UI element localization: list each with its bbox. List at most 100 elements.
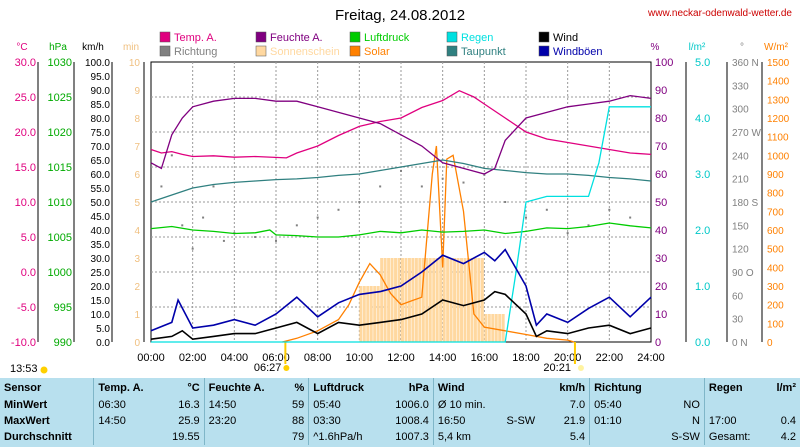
direction-point [316,216,319,219]
header-humidity-unit: % [294,381,305,394]
sunshine-bar [449,258,453,342]
direction-axis-tick: 30 [732,315,744,326]
direction-point [483,173,486,176]
direction-point [608,208,611,211]
header-direction: Richtung [589,378,659,397]
humidity-axis-tick: 70 [655,141,667,153]
header-rain: Regen [703,378,766,397]
direction-value: S-SW [671,431,700,443]
legend-swatch [538,45,550,57]
pressure-line [150,222,652,238]
sunshine-axis-tick: 9 [134,86,140,97]
website-link[interactable]: www.neckar-odenwald-wetter.de [647,8,792,19]
pressure-axis-tick: 1010 [48,197,72,209]
sunshine-bar [366,286,370,342]
solar-axis-tick: 0 [767,338,773,349]
wind-run: 5,4 km [432,429,503,445]
direction-axis-tick: 360 N [732,58,759,69]
solar-axis-tick: 500 [767,245,784,256]
direction-value: NO [683,399,700,411]
stats-row-average: Durchschnitt 19.55 79 ^1.6hPa/h 1007.3 5… [0,429,800,445]
temp-axis-tick: 20.0 [15,127,36,139]
humidity-value: 79 [292,431,305,443]
direction-point [254,236,257,238]
sunshine-bar [473,258,477,342]
header-wind: Wind [432,378,503,397]
wind-value: 7.0 [569,399,586,411]
humidity-axis-tick: 40 [655,225,667,237]
sunshine-bar [387,258,391,342]
wind-axis-tick: 20.0 [91,282,111,293]
sunshine-bar [373,286,377,342]
rain-time [703,397,766,413]
x-axis-tick: 02:00 [179,352,207,364]
pressure-time: 05:40 [308,397,382,413]
humidity-time: 14:50 [203,397,284,413]
humidity-value: 59 [292,399,305,411]
legend-swatch [446,45,458,57]
wind-axis-tick: 5.0 [96,324,110,335]
solar-axis-tick: 900 [767,170,784,181]
rain-line [151,106,651,343]
sunshine-bar [421,258,425,342]
pressure-axis-tick: 1005 [48,232,72,244]
rain-axis-tick: 3.0 [695,169,710,181]
sunshine-bar [407,258,411,342]
sun-icon [283,365,290,371]
humidity-axis-tick: 80 [655,113,667,125]
solar-axis-tick: 1500 [767,58,790,69]
x-axis-tick: 04:00 [221,352,249,364]
sunshine-bar [369,286,373,342]
wind-axis-tick: 65.0 [91,156,111,167]
legend-swatch [446,31,458,43]
humidity-time [203,429,284,445]
sunshine-bar [501,314,505,342]
rain-axis-tick: 0.0 [695,337,710,349]
solar-axis-tick: 700 [767,207,784,218]
direction-axis-tick: 300 [732,105,749,116]
direction-value: N [691,415,700,427]
rain-axis-tick: 4.0 [695,113,710,125]
solar-axis-tick: 400 [767,263,784,274]
legend-label: Regen [461,32,493,44]
x-axis-tick: 18:00 [512,352,540,364]
direction-axis-unit: ° [740,42,744,53]
x-axis-tick: 24:00 [637,352,665,364]
sunshine-bar [463,258,467,342]
sunshine-bar [390,258,394,342]
wind-direction [502,429,547,445]
wind-axis-tick: 30.0 [91,254,111,265]
direction-time: 01:10 [589,413,659,429]
temp-axis-tick: 5.0 [21,232,36,244]
sunshine-bar [432,258,436,342]
temp-time: 06:30 [93,397,160,413]
chart-title: Freitag, 24.08.2012 [335,7,465,24]
solar-axis-tick: 200 [767,301,784,312]
temp-time [93,429,160,445]
stats-row-min: MinWert 06:30 16.3 14:50 59 05:40 1006.0… [0,397,800,413]
solar-axis-unit: W/m² [764,42,789,53]
row-label: MinWert [4,399,48,411]
direction-point [566,232,569,235]
direction-point [650,201,652,203]
direction-point [295,224,298,227]
x-axis-tick: 22:00 [596,352,624,364]
legend-swatch [349,45,361,57]
humidity-axis-tick: 50 [655,197,667,209]
solar-axis-tick: 1200 [767,114,790,125]
x-axis-tick: 08:00 [304,352,332,364]
direction-point [191,247,194,250]
temp-axis-tick: 30.0 [15,57,36,69]
legend-label: Solar [364,46,390,58]
stats-row-max: MaxWert 14:50 25.9 23:20 88 03:30 1008.4… [0,413,800,429]
sunshine-bar [362,286,366,342]
plot-area [150,89,652,343]
wind-axis-tick: 10.0 [91,310,111,321]
dewpoint-line [150,159,652,203]
direction-time: 05:40 [589,397,659,413]
moon-icon [577,365,584,371]
rain-axis-tick: 2.0 [695,225,710,237]
sunshine-bar [425,258,429,342]
temp-axis-unit: °C [16,42,27,53]
humidity-axis-tick: 30 [655,253,667,265]
